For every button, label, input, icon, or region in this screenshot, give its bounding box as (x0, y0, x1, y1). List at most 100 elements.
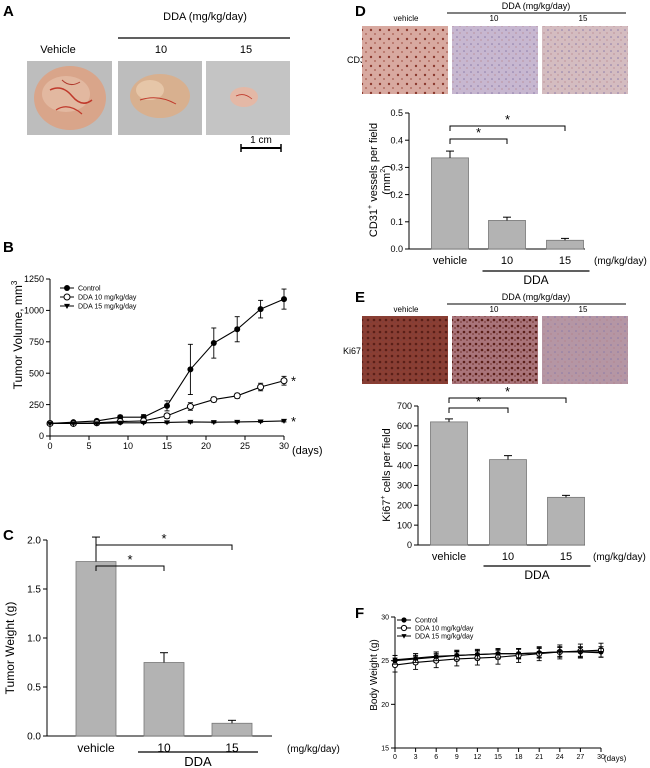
significance-star: * (476, 125, 481, 140)
y-axis-label: Ki67+ cells per field (380, 428, 393, 521)
significance-star: * (505, 112, 510, 127)
data-point (257, 419, 264, 425)
category-label: 10 (501, 255, 513, 267)
y-tick-label: 250 (29, 400, 44, 410)
data-point (210, 420, 217, 426)
bar (431, 157, 469, 250)
bar (211, 722, 253, 737)
legend-entry: Control (78, 285, 101, 292)
panel-c-letter: C (3, 527, 14, 544)
y-axis-label-line1: CD31+ vessels per field (367, 123, 380, 237)
data-point (495, 651, 501, 657)
x-tick-label: 10 (123, 441, 133, 451)
data-point (281, 296, 287, 303)
significance-bracket (448, 407, 509, 413)
legend-marker (64, 285, 70, 291)
panel-e-header: DDA (mg/kg/day) (502, 292, 571, 302)
data-point (433, 654, 439, 659)
unit-label: (mg/kg/day) (593, 552, 646, 563)
group-label: DDA (184, 754, 212, 768)
data-point (234, 419, 241, 425)
y-axis-label: Tumor Volume, mm3 (10, 280, 25, 389)
panel-d-row-label: CD31 (347, 55, 370, 65)
panel-a-header: DDA (mg/kg/day) (163, 11, 247, 23)
ki67-stain-dda-10 (452, 316, 538, 384)
y-tick-label: 100 (397, 520, 412, 530)
panel-a-col-vehicle: Vehicle (40, 44, 75, 56)
data-point (163, 412, 171, 420)
x-tick-label: 12 (474, 754, 482, 761)
y-tick-label: 20 (381, 702, 389, 709)
y-tick-label: 0.0 (27, 732, 41, 743)
category-label: 10 (157, 741, 171, 755)
panel-d: D DDA (mg/kg/day) vehicle 10 15 CD31 (347, 1, 628, 94)
y-tick-label: 1250 (24, 274, 44, 284)
panel-d-letter: D (355, 3, 366, 20)
panel-a-col-10: 10 (155, 44, 167, 56)
data-point (186, 402, 194, 410)
y-axis-label: Tumor Weight (g) (3, 602, 17, 695)
y-axis-label-line2: (mm2) (380, 165, 393, 195)
y-tick-label: 500 (29, 368, 44, 378)
x-tick-label: 24 (556, 754, 564, 761)
data-point (187, 419, 194, 425)
bar (430, 421, 468, 546)
x-tick-label: 18 (515, 754, 523, 761)
unit-label: (mg/kg/day) (287, 744, 340, 755)
panel-f-letter: F (355, 605, 364, 622)
category-label: vehicle (433, 255, 467, 267)
x-tick-label: 27 (577, 754, 585, 761)
body-weight-chart: F Body Weight (g) (days) 0 3 6 9 12 15 18 21 24 2… (355, 605, 627, 763)
y-tick-label: 15 (381, 745, 389, 752)
x-tick-label: 3 (414, 754, 418, 761)
data-point (392, 657, 398, 663)
tumor-photo-dda-10 (118, 61, 202, 135)
panel-b-letter: B (3, 239, 14, 256)
bar (75, 561, 117, 737)
y-tick-label: 2.0 (27, 536, 41, 547)
tumor-volume-chart: B Tumor Volume, mm3 (days) 0 5 10 15 20 25 30 0… (3, 239, 323, 457)
data-point (93, 421, 100, 427)
x-tick-label: 20 (201, 441, 211, 451)
category-label: vehicle (77, 741, 115, 755)
y-tick-label: 0.5 (390, 108, 403, 118)
y-tick-label: 0 (39, 431, 44, 441)
data-point (70, 421, 77, 427)
y-tick-label: 300 (397, 481, 412, 491)
data-point (281, 418, 287, 424)
significance-star: * (127, 552, 132, 567)
data-point (577, 650, 583, 655)
category-label: 10 (502, 551, 514, 563)
y-tick-label: 0.3 (390, 163, 403, 173)
data-point (210, 340, 217, 347)
significance-star: * (476, 394, 481, 409)
cd31-vessels-chart: CD31+ vessels per field (mm2) 0.0 0.1 0.2 0… (367, 108, 647, 287)
x-tick-label: 0 (47, 441, 52, 451)
data-point (598, 650, 604, 656)
category-label: 15 (560, 551, 572, 563)
data-point (413, 656, 419, 661)
legend-marker (400, 624, 408, 632)
x-axis-unit: (days) (604, 754, 627, 763)
data-point (117, 420, 124, 426)
bar (546, 239, 584, 250)
legend-marker (64, 303, 70, 309)
significance-bracket (448, 397, 567, 403)
legend-entry: DDA 15 mg/kg/day (78, 303, 137, 310)
tumor-photo-dda-15 (206, 61, 290, 135)
y-tick-label: 0.2 (390, 190, 403, 200)
data-point (140, 420, 147, 426)
x-tick-label: 15 (494, 754, 502, 761)
panel-e: E DDA (mg/kg/day) vehicle 10 15 Ki67 (343, 289, 628, 384)
legend-marker (63, 293, 71, 301)
panel-d-col-15: 15 (579, 14, 588, 23)
significance-star: * (161, 531, 166, 546)
panel-a: A DDA (mg/kg/day) Vehicle 10 15 (3, 3, 290, 152)
category-label: 15 (559, 255, 571, 267)
legend-entry: DDA 15 mg/kg/day (415, 633, 474, 640)
significance-star: * (291, 374, 296, 389)
data-point (164, 420, 170, 426)
y-tick-label: 200 (397, 500, 412, 510)
data-point (280, 377, 288, 385)
scale-bar: 1 cm (240, 135, 282, 152)
